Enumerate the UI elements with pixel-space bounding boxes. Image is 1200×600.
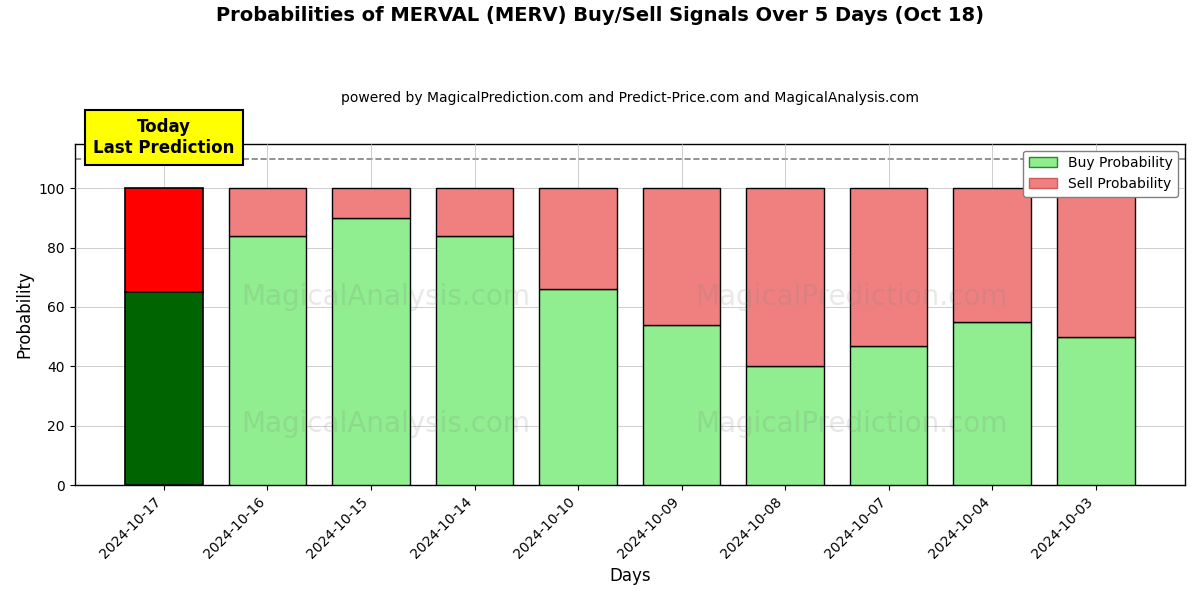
Bar (539, 188, 617, 289)
Bar (643, 325, 720, 485)
Bar (850, 346, 928, 485)
Bar (332, 218, 410, 485)
Bar (125, 188, 203, 292)
Text: MagicalPrediction.com: MagicalPrediction.com (696, 410, 1008, 437)
Text: MagicalPrediction.com: MagicalPrediction.com (696, 283, 1008, 311)
Bar (125, 292, 203, 485)
Bar (643, 188, 720, 325)
Text: Probabilities of MERVAL (MERV) Buy/Sell Signals Over 5 Days (Oct 18): Probabilities of MERVAL (MERV) Buy/Sell … (216, 6, 984, 25)
Title: powered by MagicalPrediction.com and Predict-Price.com and MagicalAnalysis.com: powered by MagicalPrediction.com and Pre… (341, 91, 919, 105)
Y-axis label: Probability: Probability (16, 271, 34, 358)
Text: MagicalAnalysis.com: MagicalAnalysis.com (241, 283, 530, 311)
Bar (746, 367, 824, 485)
Legend: Buy Probability, Sell Probability: Buy Probability, Sell Probability (1024, 151, 1178, 197)
Bar (850, 188, 928, 346)
Bar (746, 188, 824, 367)
Bar (1057, 188, 1134, 337)
Text: Today
Last Prediction: Today Last Prediction (94, 118, 235, 157)
Bar (953, 322, 1031, 485)
Bar (436, 188, 514, 236)
Bar (1057, 337, 1134, 485)
Bar (539, 289, 617, 485)
Bar (436, 236, 514, 485)
Bar (332, 188, 410, 218)
Bar (229, 188, 306, 236)
Text: MagicalAnalysis.com: MagicalAnalysis.com (241, 410, 530, 437)
Bar (953, 188, 1031, 322)
Bar (229, 236, 306, 485)
X-axis label: Days: Days (610, 567, 650, 585)
